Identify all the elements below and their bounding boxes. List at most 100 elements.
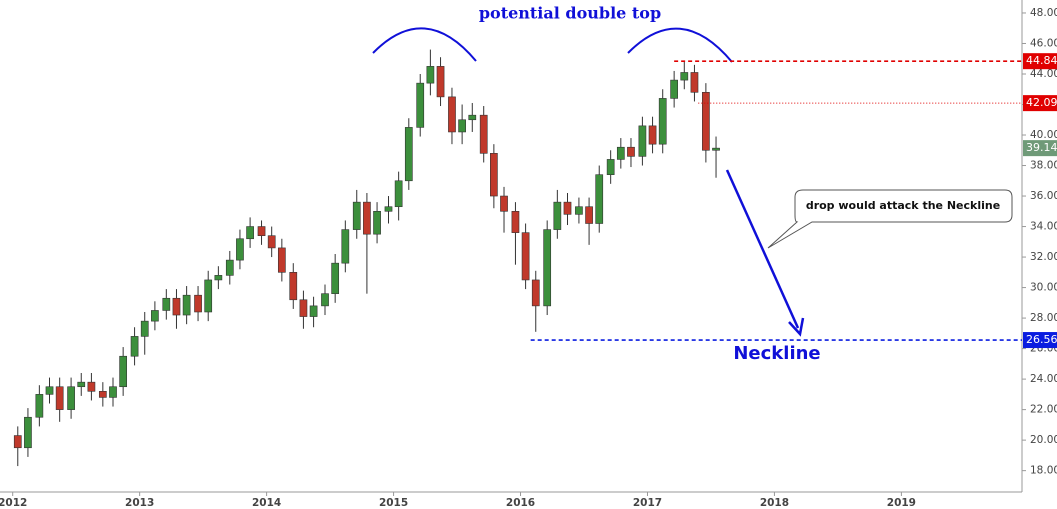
candle-body bbox=[595, 174, 604, 224]
callout-text: drop would attack the Neckline bbox=[806, 199, 1000, 212]
candle-body bbox=[87, 381, 96, 392]
candle-body bbox=[690, 72, 699, 93]
candle-body bbox=[702, 91, 710, 151]
candle-body bbox=[151, 310, 159, 322]
candle-body bbox=[67, 386, 75, 410]
candle-body bbox=[616, 146, 625, 160]
y-tick-label: 40.00 bbox=[1030, 129, 1057, 141]
level-label: 39.14 bbox=[1026, 141, 1057, 154]
y-tick-label: 28.00 bbox=[1030, 312, 1057, 324]
x-tick-label: 2016 bbox=[506, 497, 535, 509]
candle-body bbox=[563, 201, 572, 215]
candle-body bbox=[426, 66, 435, 84]
candle-body bbox=[521, 232, 530, 281]
x-tick-label: 2018 bbox=[760, 497, 789, 509]
level-label: 42.09 bbox=[1026, 96, 1057, 109]
x-tick-label: 2013 bbox=[125, 497, 154, 509]
candle-body bbox=[109, 386, 117, 398]
candle-body bbox=[394, 180, 403, 208]
x-tick-label: 2014 bbox=[252, 497, 281, 509]
level-label: 26.56 bbox=[1026, 333, 1057, 346]
candle-body bbox=[299, 299, 308, 317]
candle-body bbox=[321, 293, 329, 307]
candle-body bbox=[140, 320, 149, 337]
candle-body bbox=[309, 305, 318, 317]
level-label: 44.84 bbox=[1026, 54, 1057, 67]
candle-body bbox=[363, 201, 371, 235]
candle-body bbox=[658, 98, 667, 145]
candle-body bbox=[585, 206, 593, 224]
candle-body bbox=[575, 206, 583, 215]
candle-body bbox=[448, 96, 456, 133]
candle-body bbox=[404, 127, 413, 182]
candle-body bbox=[236, 238, 244, 261]
candle-body bbox=[257, 226, 266, 237]
chart-title: potential double top bbox=[479, 4, 661, 23]
candle-body bbox=[55, 386, 64, 410]
level-label-box bbox=[1023, 95, 1057, 112]
candle-body bbox=[24, 416, 32, 449]
candle-body bbox=[511, 210, 520, 233]
neckline-label: Neckline bbox=[733, 343, 820, 364]
y-tick-label: 24.00 bbox=[1030, 373, 1057, 385]
level-label-box bbox=[1023, 53, 1057, 70]
candle-body bbox=[384, 206, 393, 212]
callout-box bbox=[767, 189, 1013, 249]
candle-body bbox=[267, 235, 276, 249]
x-tick-label: 2015 bbox=[379, 497, 408, 509]
candle-body bbox=[490, 153, 498, 197]
candle-body bbox=[341, 229, 350, 264]
candle-body bbox=[531, 279, 540, 307]
x-tick-label: 2012 bbox=[0, 497, 27, 509]
candle-body bbox=[680, 72, 689, 81]
candle-body bbox=[606, 159, 615, 175]
candle-body bbox=[45, 386, 54, 395]
y-tick-label: 36.00 bbox=[1030, 190, 1057, 202]
candle-body bbox=[162, 297, 171, 311]
candle-body bbox=[331, 262, 340, 294]
candle-body bbox=[543, 229, 552, 307]
candle-body bbox=[277, 247, 286, 273]
candle-body bbox=[648, 125, 657, 145]
candle-body bbox=[553, 201, 562, 230]
candle-body bbox=[712, 147, 720, 151]
y-tick-label: 44.00 bbox=[1030, 68, 1057, 80]
candle-body bbox=[638, 125, 647, 157]
candle-body bbox=[289, 272, 298, 301]
candle-body bbox=[627, 146, 635, 157]
candle-body bbox=[214, 275, 223, 281]
peak-arc bbox=[627, 27, 733, 63]
candle-body bbox=[500, 195, 508, 212]
x-tick-label: 2017 bbox=[633, 497, 662, 509]
candle-body bbox=[35, 394, 44, 418]
candle-body bbox=[98, 391, 107, 398]
candle-body bbox=[416, 82, 425, 128]
candle-body bbox=[194, 294, 202, 313]
candle-body bbox=[373, 210, 381, 235]
y-tick-label: 38.00 bbox=[1030, 160, 1057, 172]
candle-body bbox=[77, 381, 86, 388]
candle-body bbox=[204, 279, 213, 313]
y-tick-label: 34.00 bbox=[1030, 221, 1057, 233]
candle-body bbox=[172, 297, 181, 316]
candle-body bbox=[130, 336, 139, 357]
candle-body bbox=[458, 119, 466, 133]
level-label-box bbox=[1023, 332, 1057, 349]
candle-body bbox=[182, 294, 191, 316]
candle-body bbox=[352, 201, 361, 230]
y-tick-label: 48.00 bbox=[1030, 7, 1057, 19]
level-label-box bbox=[1023, 140, 1057, 157]
candle-body bbox=[246, 226, 254, 240]
candle-body bbox=[13, 435, 22, 449]
y-tick-label: 22.00 bbox=[1030, 404, 1057, 416]
x-tick-label: 2019 bbox=[887, 497, 916, 509]
y-tick-label: 46.00 bbox=[1030, 37, 1057, 49]
y-tick-label: 32.00 bbox=[1030, 251, 1057, 263]
y-tick-label: 20.00 bbox=[1030, 434, 1057, 446]
candle-body bbox=[225, 259, 234, 276]
candle-body bbox=[436, 66, 445, 98]
y-tick-label: 30.00 bbox=[1030, 282, 1057, 294]
peak-arc bbox=[372, 27, 477, 62]
arrow-head bbox=[788, 317, 805, 337]
